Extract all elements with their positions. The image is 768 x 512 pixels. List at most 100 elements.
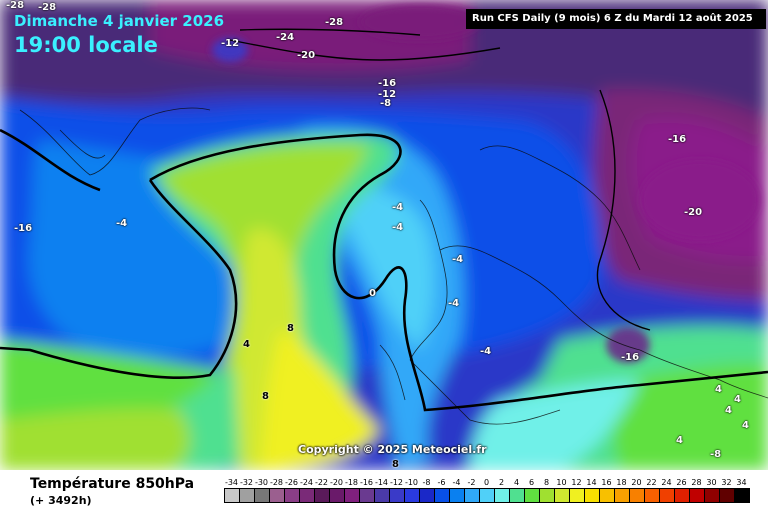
- isotherm-label: -16: [378, 78, 397, 89]
- scale-tick-label: -26: [284, 478, 299, 487]
- scale-tick-label: 10: [556, 478, 567, 487]
- isotherm-label: -20: [684, 207, 703, 218]
- scale-tick-label: 18: [616, 478, 627, 487]
- scale-tick-label: -30: [254, 478, 269, 487]
- scale-swatch: [449, 488, 465, 503]
- temperature-map: [0, 0, 768, 470]
- scale-swatch: [704, 488, 720, 503]
- scale-tick-label: 34: [736, 478, 747, 487]
- scale-tick-label: 30: [706, 478, 717, 487]
- forecast-time: 19:00 locale: [14, 33, 158, 57]
- scale-swatch: [299, 488, 315, 503]
- isotherm-label: -28: [6, 0, 25, 11]
- scale-swatch: [464, 488, 480, 503]
- scale-swatch: [359, 488, 375, 503]
- isotherm-label: 8: [287, 323, 294, 334]
- scale-tick-label: 8: [543, 478, 550, 487]
- scale-tick-label: -22: [314, 478, 329, 487]
- scale-tick-label: 20: [631, 478, 642, 487]
- scale-swatch: [659, 488, 675, 503]
- scale-tick-label: -34: [224, 478, 239, 487]
- scale-swatch: [284, 488, 300, 503]
- scale-swatch: [329, 488, 345, 503]
- scale-swatch: [479, 488, 495, 503]
- scale-tick-label: 28: [691, 478, 702, 487]
- isotherm-label: -4: [392, 222, 404, 233]
- isotherm-label: 4: [734, 394, 741, 405]
- scale-swatch: [614, 488, 630, 503]
- scale-swatch: [314, 488, 330, 503]
- isotherm-label: -28: [38, 2, 57, 13]
- scale-swatch: [419, 488, 435, 503]
- scale-swatch: [224, 488, 240, 503]
- scale-tick-label: 12: [571, 478, 582, 487]
- scale-swatch: [254, 488, 270, 503]
- scale-swatch: [584, 488, 600, 503]
- forecast-hours: (+ 3492h): [30, 494, 92, 507]
- isotherm-label: -20: [297, 50, 316, 61]
- scale-swatch: [404, 488, 420, 503]
- isotherm-label: -24: [276, 32, 295, 43]
- scale-swatch: [239, 488, 255, 503]
- copyright-notice: Copyright © 2025 Meteociel.fr: [298, 443, 487, 456]
- scale-swatch: [389, 488, 405, 503]
- scale-tick-label: -2: [467, 478, 476, 487]
- scale-tick-label: 22: [646, 478, 657, 487]
- scale-tick-label: -28: [269, 478, 284, 487]
- scale-swatch: [689, 488, 705, 503]
- scale-swatch: [434, 488, 450, 503]
- isotherm-label: -4: [116, 218, 128, 229]
- scale-tick-label: -4: [452, 478, 461, 487]
- scale-tick-label: -20: [329, 478, 344, 487]
- scale-tick-label: 32: [721, 478, 732, 487]
- isotherm-label: -4: [480, 346, 492, 357]
- scale-tick-label: 16: [601, 478, 612, 487]
- scale-swatch: [629, 488, 645, 503]
- scale-tick-label: 6: [528, 478, 535, 487]
- scale-swatch: [494, 488, 510, 503]
- isotherm-label: 4: [715, 384, 722, 395]
- isotherm-label: 0: [369, 288, 376, 299]
- isotherm-label: -12: [221, 38, 240, 49]
- isotherm-label: 8: [262, 391, 269, 402]
- scale-swatch: [569, 488, 585, 503]
- isotherm-label: -8: [380, 98, 392, 109]
- isotherm-label: -16: [668, 134, 687, 145]
- scale-swatch: [269, 488, 285, 503]
- scale-tick-label: -14: [374, 478, 389, 487]
- scale-swatch: [374, 488, 390, 503]
- scale-tick-label: -18: [344, 478, 359, 487]
- scale-tick-label: -32: [239, 478, 254, 487]
- scale-swatch: [599, 488, 615, 503]
- model-run-info: Run CFS Daily (9 mois) 6 Z du Mardi 12 a…: [466, 9, 766, 29]
- scale-swatch: [554, 488, 570, 503]
- scale-tick-label: 4: [513, 478, 520, 487]
- legend-footer: Température 850hPa (+ 3492h) -34 -32 -30 -2…: [0, 470, 768, 512]
- scale-tick-label: 24: [661, 478, 672, 487]
- scale-tick-label: -6: [437, 478, 446, 487]
- isotherm-label: -4: [452, 254, 464, 265]
- isotherm-label: -12: [378, 89, 397, 100]
- scale-tick-label: 26: [676, 478, 687, 487]
- variable-title: Température 850hPa: [30, 476, 195, 492]
- color-scale: -34 -32 -30 -28 -26 -24 -22 -20 -18 -16 -14 -12 -10-…: [224, 478, 752, 503]
- scale-tick-label: -8: [422, 478, 431, 487]
- scale-swatch: [539, 488, 555, 503]
- isotherm-label: -16: [14, 223, 33, 234]
- scale-swatch: [524, 488, 540, 503]
- scale-tick-label: -16: [359, 478, 374, 487]
- scale-tick-label: -24: [299, 478, 314, 487]
- scale-tick-label: 0: [483, 478, 490, 487]
- isotherm-label: -4: [448, 298, 460, 309]
- isotherm-label: -16: [621, 352, 640, 363]
- color-scale-ticks: -34 -32 -30 -28 -26 -24 -22 -20 -18 -16 -14 -12 -10-…: [224, 478, 752, 487]
- scale-swatch: [734, 488, 750, 503]
- scale-swatch: [509, 488, 525, 503]
- forecast-date: Dimanche 4 janvier 2026: [14, 12, 225, 30]
- scale-tick-label: -12: [389, 478, 404, 487]
- isotherm-label: -4: [392, 202, 404, 213]
- scale-swatch: [344, 488, 360, 503]
- isotherm-label: 4: [742, 420, 749, 431]
- isotherm-label: 4: [243, 339, 250, 350]
